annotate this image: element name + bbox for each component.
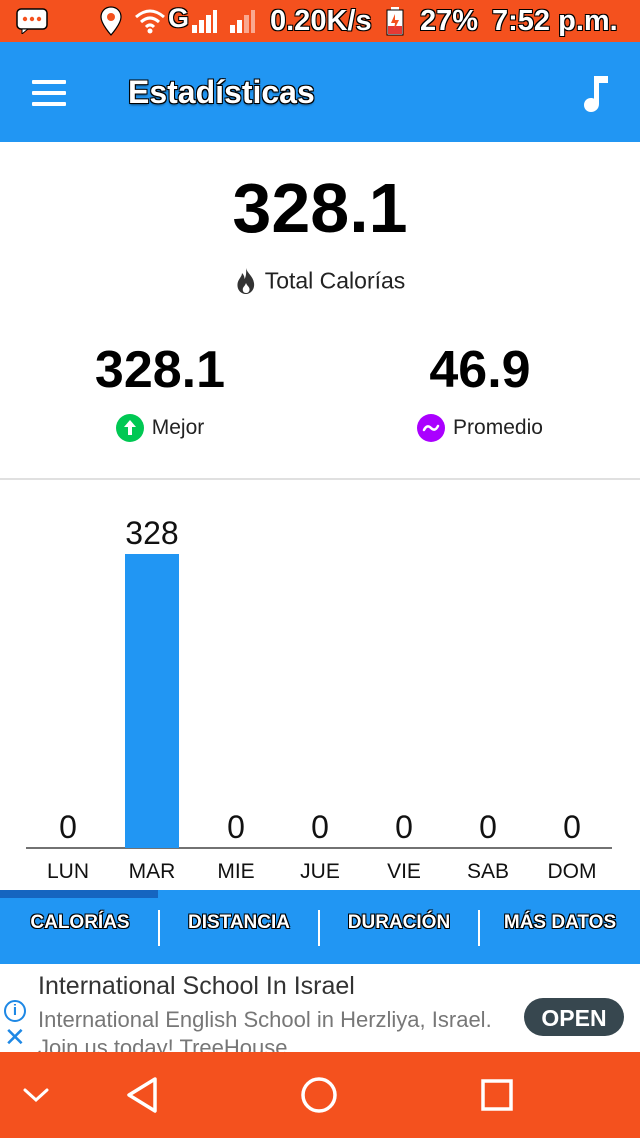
menu-icon[interactable]	[32, 80, 66, 106]
network-speed: 0.20K/s	[270, 5, 372, 37]
chart-data-label-sab: 0	[479, 809, 497, 845]
chart-tick-label-dom: DOM	[548, 860, 597, 883]
calories-bar-chart: 0 LUN 328 MAR 0 MIE 0 JUE 0 VIE 0 SAB 0 DOM	[26, 515, 612, 883]
recents-icon[interactable]	[480, 1078, 514, 1112]
network-type: G	[168, 3, 190, 33]
chart-data-label-dom: 0	[563, 809, 581, 845]
wifi-icon	[135, 9, 165, 34]
info-icon[interactable]: i	[4, 1000, 26, 1022]
chart-tick-label-lun: LUN	[47, 860, 89, 883]
tab-mas-datos[interactable]: MÁS DATOS	[503, 912, 617, 933]
chevron-down-icon[interactable]	[22, 1086, 50, 1104]
best-label: Mejor	[151, 416, 205, 439]
tab-separator	[478, 910, 480, 946]
average-value: 46.9	[429, 341, 531, 399]
tilde-icon	[417, 414, 446, 442]
tab-separator	[318, 910, 320, 946]
location-icon	[100, 6, 122, 36]
chart-tick-label-jue: JUE	[300, 860, 340, 883]
average-stat: 46.9 Promedio	[320, 340, 640, 442]
ad-open-button[interactable]: OPEN	[524, 998, 624, 1036]
chart-tick-label-sab: SAB	[467, 860, 509, 883]
signal-icon	[192, 10, 217, 33]
total-calories-value: 328.1	[232, 169, 408, 247]
total-calories-label: Total Calorías	[264, 267, 406, 294]
ad-banner[interactable]: i ✕ International School In Israel Inter…	[0, 964, 640, 1052]
message-icon	[16, 8, 48, 34]
chart-data-label-lun: 0	[59, 809, 77, 845]
total-calories-label-row: Total Calorías	[0, 266, 640, 295]
divider	[0, 478, 640, 480]
back-icon[interactable]	[124, 1076, 160, 1114]
ad-title[interactable]: International School In Israel	[38, 972, 355, 1000]
close-icon[interactable]: ✕	[4, 1022, 26, 1052]
average-label: Promedio	[453, 416, 543, 439]
chart-data-label-mar: 328	[125, 515, 178, 551]
ad-description[interactable]: International English School in Herzliya…	[38, 1007, 492, 1052]
chart-data-label-jue: 0	[311, 809, 329, 845]
battery-charging-icon	[386, 7, 404, 36]
status-bar: G 0.20K/s 27% 7:52 p.m.	[0, 0, 640, 42]
tab-calorias[interactable]: CALORÍAS	[30, 912, 130, 933]
best-value: 328.1	[94, 341, 226, 399]
fire-icon	[237, 267, 254, 294]
tab-distancia[interactable]: DISTANCIA	[187, 912, 291, 933]
chart-data-label-vie: 0	[395, 809, 413, 845]
home-icon[interactable]	[300, 1076, 338, 1114]
chart-tick-label-mie: MIE	[217, 860, 254, 883]
signal-icon	[230, 10, 255, 33]
best-stat: 328.1 Mejor	[0, 340, 320, 442]
app-bar: Estadísticas	[0, 42, 640, 142]
page-title: Estadísticas	[128, 74, 315, 110]
chart-data-label-mie: 0	[227, 809, 245, 845]
tab-indicator	[0, 890, 158, 898]
clock: 7:52 p.m.	[492, 5, 618, 37]
chart-tick-label-vie: VIE	[387, 860, 421, 883]
arrow-up-icon	[115, 414, 144, 442]
tab-bar: CALORÍAS DISTANCIA DURACIÓN MÁS DATOS	[0, 890, 640, 964]
chart-tick-label-mar: MAR	[129, 860, 176, 883]
battery-level: 27%	[420, 5, 479, 37]
chart-bar-mar	[125, 554, 179, 848]
tab-duracion[interactable]: DURACIÓN	[347, 912, 451, 933]
music-note-icon[interactable]	[582, 74, 612, 114]
navigation-bar	[0, 1052, 640, 1138]
tab-separator	[158, 910, 160, 946]
